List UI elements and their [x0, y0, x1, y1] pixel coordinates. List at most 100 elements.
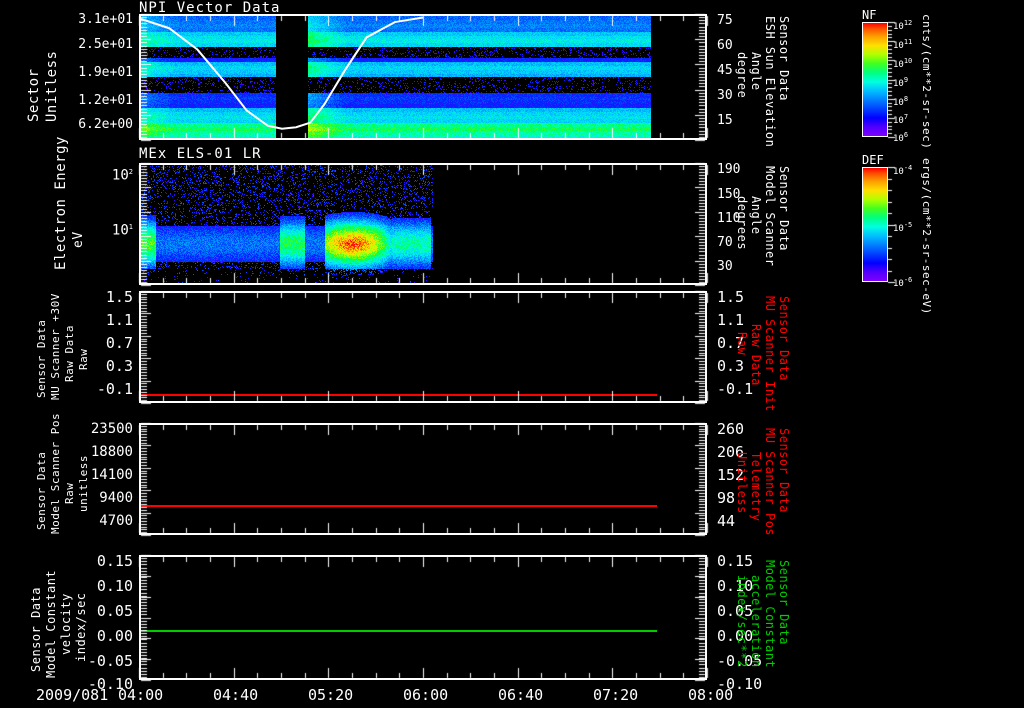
- right-axis-title-npi-2: Angle: [749, 52, 763, 91]
- left-axis-title-npi-0: Sector: [26, 68, 42, 122]
- npi-spectrogram-canvas: [141, 16, 705, 138]
- left-axis-title-p5-0: Sensor Data: [29, 587, 43, 672]
- right-axis-title-els-3: degrees: [735, 196, 749, 251]
- line-area-mu-scanner-30v: [141, 293, 705, 401]
- cbar-nf-tick-6: 106: [893, 131, 909, 144]
- left-axis-title-p4-1: Model Scanner Pos: [49, 412, 62, 534]
- right-axis-title-p4-2: Telemetry: [749, 452, 763, 522]
- cbar-nf-tick-1: 1011: [893, 38, 913, 51]
- xtick-5: 07:20: [593, 686, 639, 704]
- colorbar-gradient-def: [862, 167, 888, 282]
- ytick-npi-0: 3.1e+01: [78, 12, 133, 27]
- right-axis-title-npi-3: degree: [735, 52, 749, 99]
- ytick-right-npi-2: 45: [717, 63, 733, 78]
- ytick-right-p3-4: -0.1: [717, 380, 754, 398]
- right-axis-title-els-1: Model Scanner: [763, 166, 777, 267]
- plot-panel-model-constant-velocity[interactable]: [139, 555, 707, 680]
- right-axis-title-p3-2: Raw Data: [749, 324, 763, 386]
- colorbar-unit-nf: cnts/(cm**2-sr-sec): [920, 14, 933, 150]
- right-axis-title-els-2: Angle: [749, 196, 763, 235]
- ytick-p5-1: 0.10: [96, 577, 133, 595]
- ytick-right-p4-3: 98: [717, 489, 736, 507]
- spectrogram-area-npi: [141, 16, 705, 138]
- colorbar-unit-def: ergs/(cm**2-sr-sec-eV): [920, 158, 933, 315]
- left-axis-title-p4-2: Raw: [63, 482, 76, 504]
- cbar-nf-tick-3: 109: [893, 76, 909, 89]
- plot-panel-model-scanner-pos[interactable]: [139, 423, 707, 535]
- left-axis-title-p5-3: index/sec: [74, 592, 88, 662]
- ytick-right-els-4: 30: [717, 259, 733, 274]
- ytick-right-els-0: 190: [717, 162, 741, 177]
- els-spectrogram-canvas: [141, 165, 705, 283]
- line-area-model-scanner-pos: [141, 425, 705, 533]
- mu-scanner-pos-telemetry-trace: [141, 505, 657, 507]
- ytick-right-p4-0: 260: [717, 420, 745, 438]
- xaxis-date-label: 2009/081: [36, 686, 109, 704]
- xtick-6: 08:00: [688, 686, 734, 704]
- plot-panel-mex-els-01-lr[interactable]: [139, 163, 707, 285]
- left-axis-title-p5-1: Model Constant: [44, 569, 58, 678]
- ytick-right-npi-3: 30: [717, 88, 733, 103]
- plot-panel-mu-scanner-30v[interactable]: [139, 291, 707, 403]
- panel-title-els: MEx ELS-01 LR: [139, 146, 262, 162]
- ytick-right-p4-4: 44: [717, 512, 736, 530]
- xtick-1: 04:40: [213, 686, 259, 704]
- right-axis-title-p3-1: MU Scanner Init: [763, 296, 777, 412]
- cbar-def-tick-2: 10-6: [893, 276, 913, 289]
- plot-panel-npi-vector-data[interactable]: [139, 14, 707, 140]
- xtick-0: 04:00: [118, 686, 164, 704]
- ytick-right-p3-3: 0.3: [717, 357, 745, 375]
- right-axis-title-p5-0: Sensor Data: [777, 560, 791, 645]
- cbar-nf-tick-5: 107: [893, 113, 909, 126]
- ytick-right-npi-1: 60: [717, 38, 733, 53]
- left-axis-title-p4-0: Sensor Data: [35, 451, 48, 530]
- right-axis-title-npi-1: ESH Sun Elevation: [763, 16, 777, 148]
- left-axis-title-els-1: eV: [71, 231, 86, 248]
- ytick-right-p5-0: 0.15: [717, 552, 754, 570]
- cbar-nf-tick-2: 1010: [893, 57, 913, 70]
- right-axis-title-p4-3: Unitless: [735, 452, 749, 514]
- mu-scanner-init-raw-trace: [141, 394, 657, 396]
- ytick-p3-4: -0.1: [96, 380, 133, 398]
- left-axis-title-p3-2: Raw Data: [63, 325, 76, 382]
- ytick-p5-4: -0.05: [87, 652, 133, 670]
- cbar-def-tick-0: 10-4: [893, 164, 913, 177]
- colorbar-gradient-nf: [862, 22, 888, 137]
- ytick-right-p3-0: 1.5: [717, 288, 745, 306]
- left-axis-title-p4-3: unitless: [77, 455, 90, 512]
- ytick-right-p3-1: 1.1: [717, 311, 745, 329]
- right-axis-title-p3-3: Raw: [735, 332, 749, 356]
- line-area-model-constant-velocity: [141, 557, 705, 678]
- right-axis-title-p4-1: MU Scanner Pos: [763, 428, 777, 537]
- right-axis-title-p5-2: acceleration: [749, 575, 763, 668]
- left-axis-title-els-0: Electron Energy: [53, 136, 69, 270]
- cbar-nf-tick-0: 1012: [893, 19, 913, 32]
- right-axis-title-els-0: Sensor Data: [777, 166, 791, 251]
- cbar-nf-tick-4: 108: [893, 95, 909, 108]
- right-axis-title-p5-3: index/sec**2: [735, 575, 749, 668]
- model-constant-acceleration-trace: [141, 630, 657, 632]
- right-axis-title-p3-0: Sensor Data: [777, 296, 791, 381]
- ytick-els-0: 102: [111, 167, 133, 184]
- ytick-right-els-3: 70: [717, 235, 733, 250]
- cbar-def-tick-1: 10-5: [893, 221, 913, 234]
- xtick-3: 06:00: [403, 686, 449, 704]
- xtick-2: 05:20: [308, 686, 354, 704]
- left-axis-title-p5-2: velocity: [59, 593, 73, 655]
- right-axis-title-npi-0: Sensor Data: [777, 16, 791, 101]
- right-axis-title-p4-0: Sensor Data: [777, 428, 791, 513]
- ytick-right-npi-4: 15: [717, 113, 733, 128]
- ytick-right-npi-0: 75: [717, 13, 733, 28]
- spectrogram-area-els: [141, 165, 705, 283]
- colorbar-title-def: DEF: [862, 153, 884, 167]
- xtick-4: 06:40: [498, 686, 544, 704]
- left-axis-title-p3-3: Raw: [77, 348, 90, 370]
- left-axis-title-p3-0: Sensor Data: [35, 319, 48, 398]
- left-axis-title-p3-1: MU Scanner +30V: [49, 293, 62, 400]
- colorbar-title-nf: NF: [862, 8, 877, 22]
- ytick-p5-0: 0.15: [96, 552, 133, 570]
- ytick-p3-0: 1.5: [105, 288, 133, 306]
- left-axis-title-npi-1: Unitless: [44, 50, 60, 122]
- ytick-npi-1: 2.5e+01: [78, 37, 133, 52]
